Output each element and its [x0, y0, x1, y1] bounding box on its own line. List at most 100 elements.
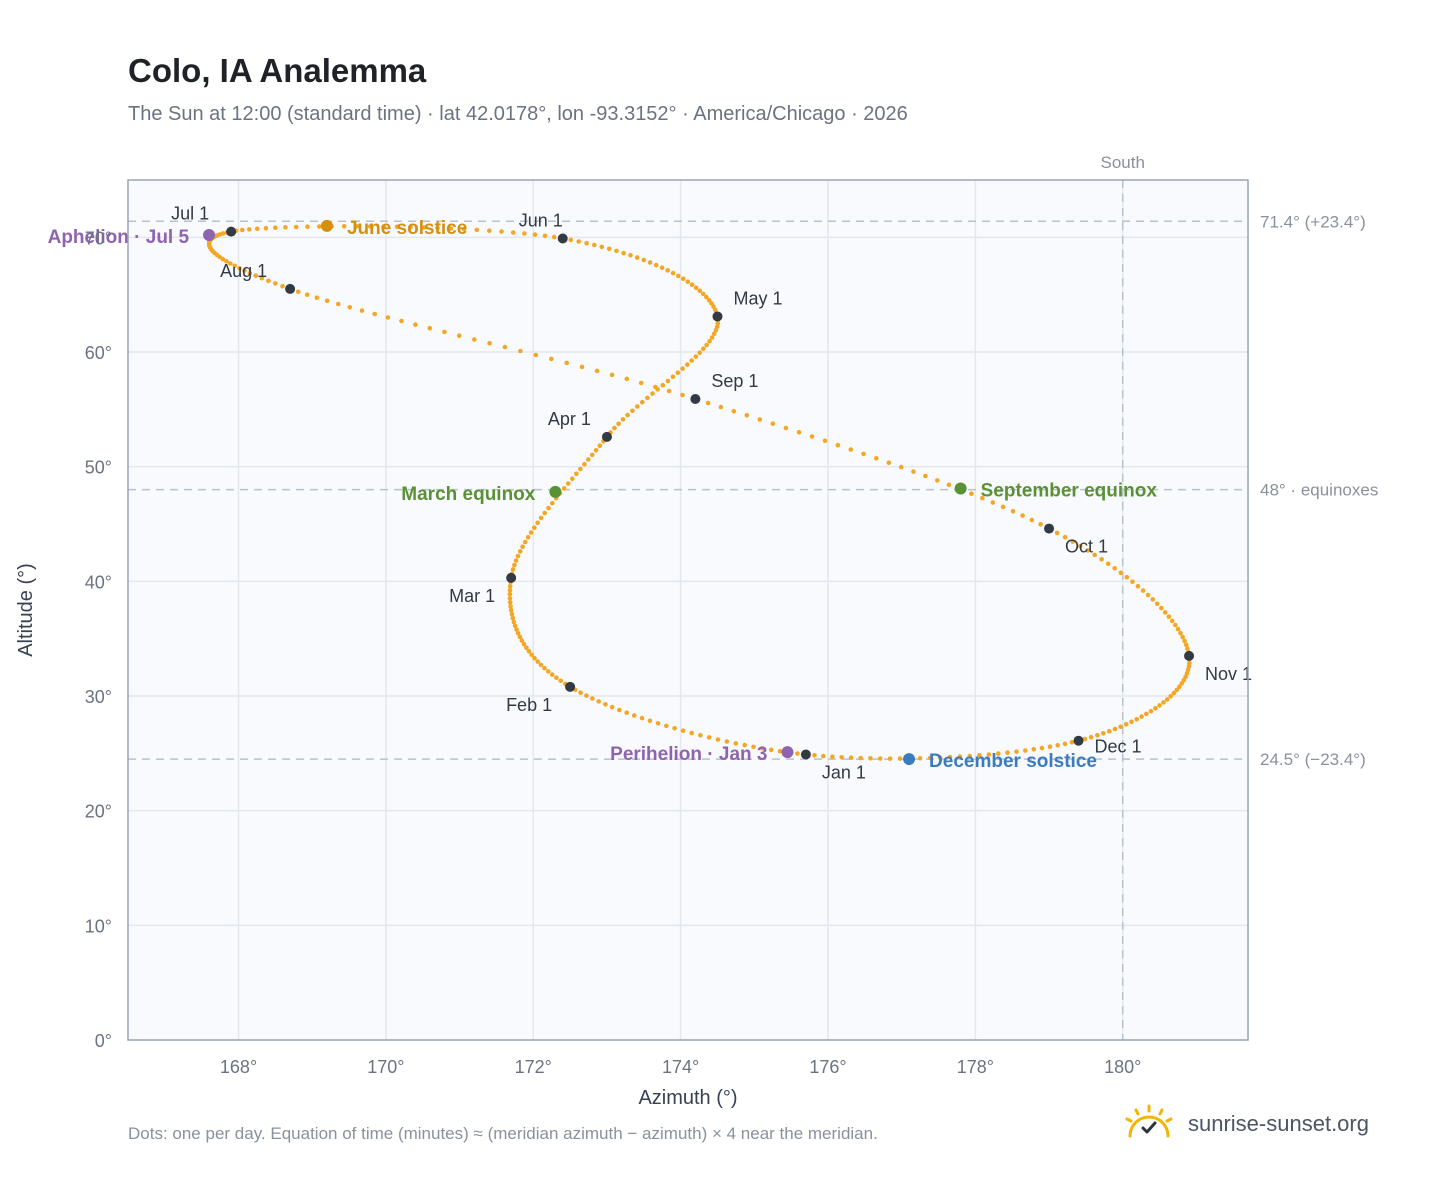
- event-label: Aphelion · Jul 5: [48, 227, 190, 248]
- daily-sun-dot: [1148, 708, 1154, 714]
- daily-sun-dot: [597, 443, 603, 449]
- daily-sun-dot: [247, 227, 252, 232]
- daily-sun-dot: [535, 659, 540, 664]
- daily-sun-dot: [616, 421, 621, 427]
- daily-sun-dot: [713, 327, 719, 333]
- daily-sun-dot: [1085, 548, 1090, 553]
- daily-sun-dot: [647, 718, 653, 724]
- daily-sun-dot: [680, 392, 685, 398]
- daily-sun-dot: [507, 596, 513, 601]
- daily-sun-dot: [1112, 726, 1118, 732]
- daily-sun-dot: [448, 226, 454, 231]
- daily-sun-dot: [568, 237, 574, 243]
- daily-sun-dot: [599, 244, 605, 250]
- daily-sun-dot: [1134, 717, 1139, 722]
- daily-sun-dot: [304, 292, 310, 298]
- daily-sun-dot: [359, 308, 365, 313]
- daily-sun-dot: [510, 567, 516, 572]
- daily-sun-dot: [253, 273, 258, 278]
- daily-sun-dot: [1161, 700, 1166, 705]
- daily-sun-dot: [1182, 638, 1187, 644]
- daily-sun-dot: [525, 535, 531, 540]
- daily-sun-dot: [305, 224, 310, 229]
- daily-sun-dot: [697, 288, 703, 294]
- daily-sun-dot: [947, 754, 953, 760]
- daily-sun-dot: [507, 583, 513, 589]
- daily-sun-dot: [1171, 690, 1177, 696]
- daily-sun-dot: [247, 270, 253, 276]
- daily-sun-dot: [724, 739, 730, 744]
- brand-logo: sunrise-sunset.org: [1122, 1102, 1369, 1146]
- daily-sun-dot: [715, 320, 721, 326]
- daily-sun-dot: [232, 263, 237, 269]
- daily-sun-dot: [273, 281, 278, 286]
- daily-sun-dot: [273, 225, 278, 230]
- event-label: June solstice: [347, 218, 467, 239]
- daily-sun-dot: [546, 505, 551, 511]
- month-label: Apr 1: [548, 409, 591, 429]
- daily-sun-dot: [1106, 728, 1112, 734]
- daily-sun-dot: [709, 301, 714, 306]
- daily-sun-dot: [1055, 743, 1060, 748]
- daily-sun-dot: [1183, 642, 1189, 648]
- daily-sun-dot: [421, 225, 427, 230]
- daily-sun-dot: [535, 520, 540, 526]
- daily-sun-dot: [220, 256, 226, 262]
- month-marker: [690, 394, 701, 405]
- daily-sun-dot: [593, 448, 599, 453]
- daily-sun-dot: [1174, 687, 1180, 693]
- daily-sun-dot: [427, 325, 433, 331]
- daily-sun-dot: [578, 690, 583, 695]
- month-label: May 1: [733, 288, 782, 308]
- daily-sun-dot: [731, 408, 737, 414]
- daily-sun-dot: [589, 452, 595, 458]
- daily-sun-dot: [511, 619, 517, 625]
- daily-sun-dot: [399, 318, 404, 324]
- daily-sun-dot: [532, 525, 537, 530]
- month-label: Jan 1: [822, 762, 866, 782]
- daily-sun-dot: [1187, 660, 1192, 666]
- daily-sun-dot: [522, 231, 527, 236]
- daily-sun-dot: [472, 337, 477, 342]
- daily-sun-dot: [532, 655, 537, 661]
- daily-sun-dot: [1031, 747, 1037, 752]
- daily-sun-dot: [887, 756, 893, 761]
- daily-sun-dot: [647, 260, 653, 265]
- daily-sun-dot: [550, 500, 555, 506]
- daily-sun-dot: [324, 298, 330, 304]
- daily-sun-dot: [1183, 674, 1188, 679]
- daily-sun-dot: [990, 500, 996, 505]
- daily-sun-dot: [528, 530, 534, 535]
- daily-sun-dot: [508, 608, 514, 613]
- daily-sun-dot: [624, 710, 629, 715]
- daily-sun-dot: [590, 696, 595, 701]
- daily-sun-dot: [510, 615, 516, 621]
- daily-sun-dot: [1039, 745, 1045, 751]
- daily-sun-dot: [795, 751, 800, 756]
- daily-sun-dot: [1054, 530, 1060, 536]
- daily-sun-dot: [715, 737, 721, 742]
- daily-sun-dot: [621, 250, 626, 256]
- daily-sun-dot: [680, 366, 685, 371]
- daily-sun-dot: [935, 478, 940, 483]
- daily-sun-dot: [1145, 592, 1151, 598]
- daily-sun-dot: [1095, 733, 1100, 738]
- daily-sun-dot: [435, 225, 440, 231]
- brand-name: sunrise-sunset.org: [1188, 1111, 1369, 1136]
- daily-sun-dot: [515, 631, 521, 636]
- daily-sun-dot: [650, 391, 655, 396]
- x-tick-label: 170°: [367, 1057, 404, 1077]
- event-marker: [320, 219, 333, 232]
- month-marker: [1073, 735, 1084, 746]
- daily-sun-dot: [1000, 504, 1006, 510]
- daily-sun-dot: [487, 228, 492, 233]
- chart-title: Colo, IA Analemma: [128, 52, 427, 89]
- daily-sun-dot: [614, 248, 619, 254]
- daily-sun-dot: [283, 225, 288, 230]
- y-axis-label: Altitude (°): [15, 563, 37, 657]
- reference-lines: 71.4° (+23.4°) 48° · equinoxes 24.5° (−23.…: [128, 153, 1378, 1040]
- daily-sun-dot: [1047, 744, 1053, 749]
- daily-sun-dot: [898, 464, 904, 470]
- daily-sun-dot: [630, 408, 635, 414]
